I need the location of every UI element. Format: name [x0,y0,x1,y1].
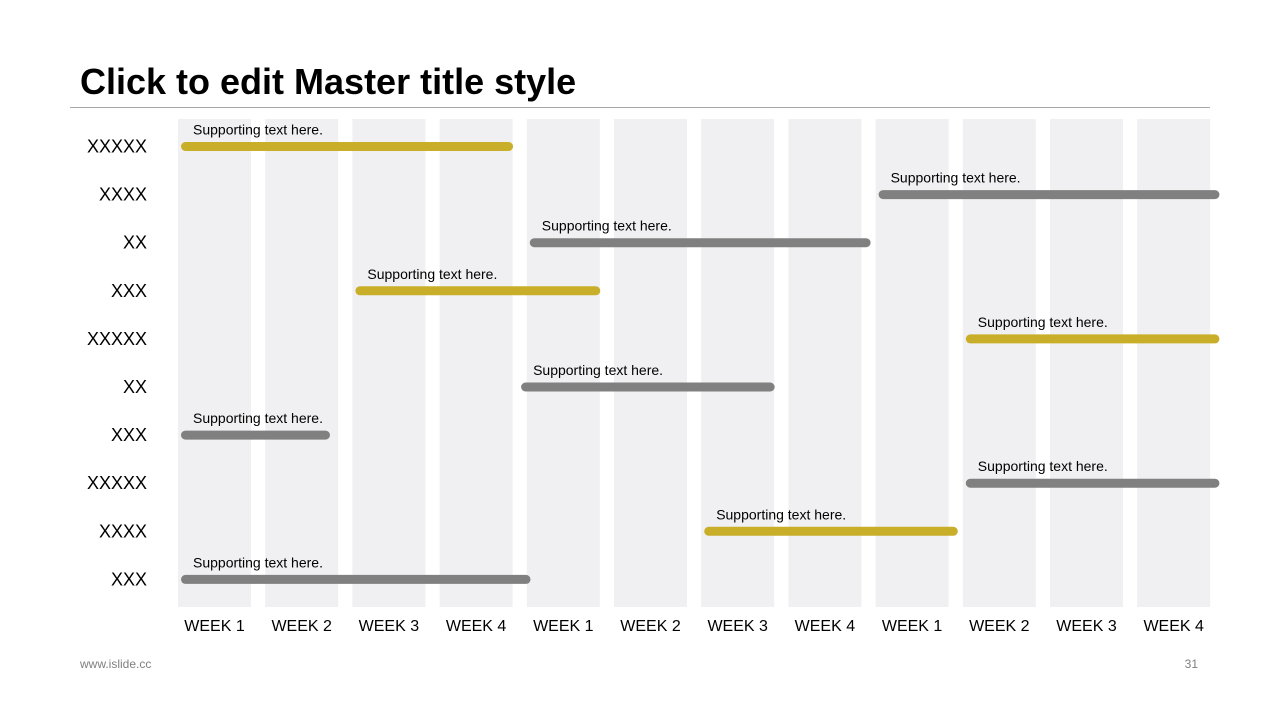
bar-supporting-text: Supporting text here. [193,410,323,426]
task-bar[interactable] [529,238,871,248]
task-bars: Supporting text here. Supporting text her… [181,122,1220,584]
row-label: XX [123,233,147,253]
bar-supporting-text: Supporting text here. [542,218,672,234]
week-column [265,119,339,607]
bar-supporting-text: Supporting text here. [193,554,323,570]
week-column [439,119,513,607]
week-label: WEEK 1 [882,618,943,635]
bar-supporting-text: Supporting text here. [978,458,1108,474]
task-bar[interactable] [521,382,775,392]
week-label: WEEK 3 [707,618,768,635]
week-label: WEEK 1 [184,618,245,635]
task-bar[interactable] [181,430,330,440]
bar-supporting-text: Supporting text here. [716,506,846,522]
week-label: WEEK 4 [1143,618,1204,635]
bar-supporting-text: Supporting text here. [978,314,1108,330]
week-column [178,119,251,607]
row-label: XX [123,377,147,397]
week-label: WEEK 1 [533,618,594,635]
week-column [1137,119,1211,607]
row-label: XXX [111,569,147,589]
week-column [962,119,1036,607]
task-bar[interactable] [181,142,514,151]
row-label: XXXXX [87,329,147,349]
row-label: XXX [111,281,147,301]
task-bar[interactable] [704,526,958,536]
row-label: XXXX [99,185,147,205]
task-bar[interactable] [355,286,601,296]
task-bar[interactable] [878,190,1220,200]
task-bar[interactable] [181,574,531,584]
week-label: WEEK 4 [795,618,856,635]
bar-supporting-text: Supporting text here. [533,362,663,378]
bar-supporting-text: Supporting text here. [367,266,497,282]
week-label: WEEK 3 [359,618,420,635]
week-column [1050,119,1123,607]
task-bar[interactable] [965,478,1220,488]
bar-supporting-text: Supporting text here. [891,170,1021,186]
bar-supporting-text: Supporting text here. [193,122,323,138]
week-label: WEEK 4 [446,618,507,635]
axis-labels: WEEK 1 WEEK 2 WEEK 3 WEEK 4 WEEK 1 WEEK 2 WEEK… [87,137,1204,636]
row-label: XXXX [99,521,147,541]
week-columns [178,119,1211,607]
week-column [875,119,949,607]
week-column [788,119,862,607]
task-bar[interactable] [965,334,1220,344]
week-column [614,119,687,607]
row-label: XXXXX [87,473,147,493]
page-number: 31 [1184,657,1198,671]
week-column [701,119,775,607]
page-title: Click to edit Master title style [80,61,577,102]
title-divider [70,107,1210,108]
footer-url[interactable]: www.islide.cc [80,657,152,671]
week-label: WEEK 2 [620,618,681,635]
week-label: WEEK 2 [969,618,1030,635]
week-label: WEEK 2 [271,618,332,635]
week-column [526,119,600,607]
week-column [352,119,426,607]
week-label: WEEK 3 [1056,618,1117,635]
row-label: XXXXX [87,137,147,157]
row-label: XXX [111,425,147,445]
